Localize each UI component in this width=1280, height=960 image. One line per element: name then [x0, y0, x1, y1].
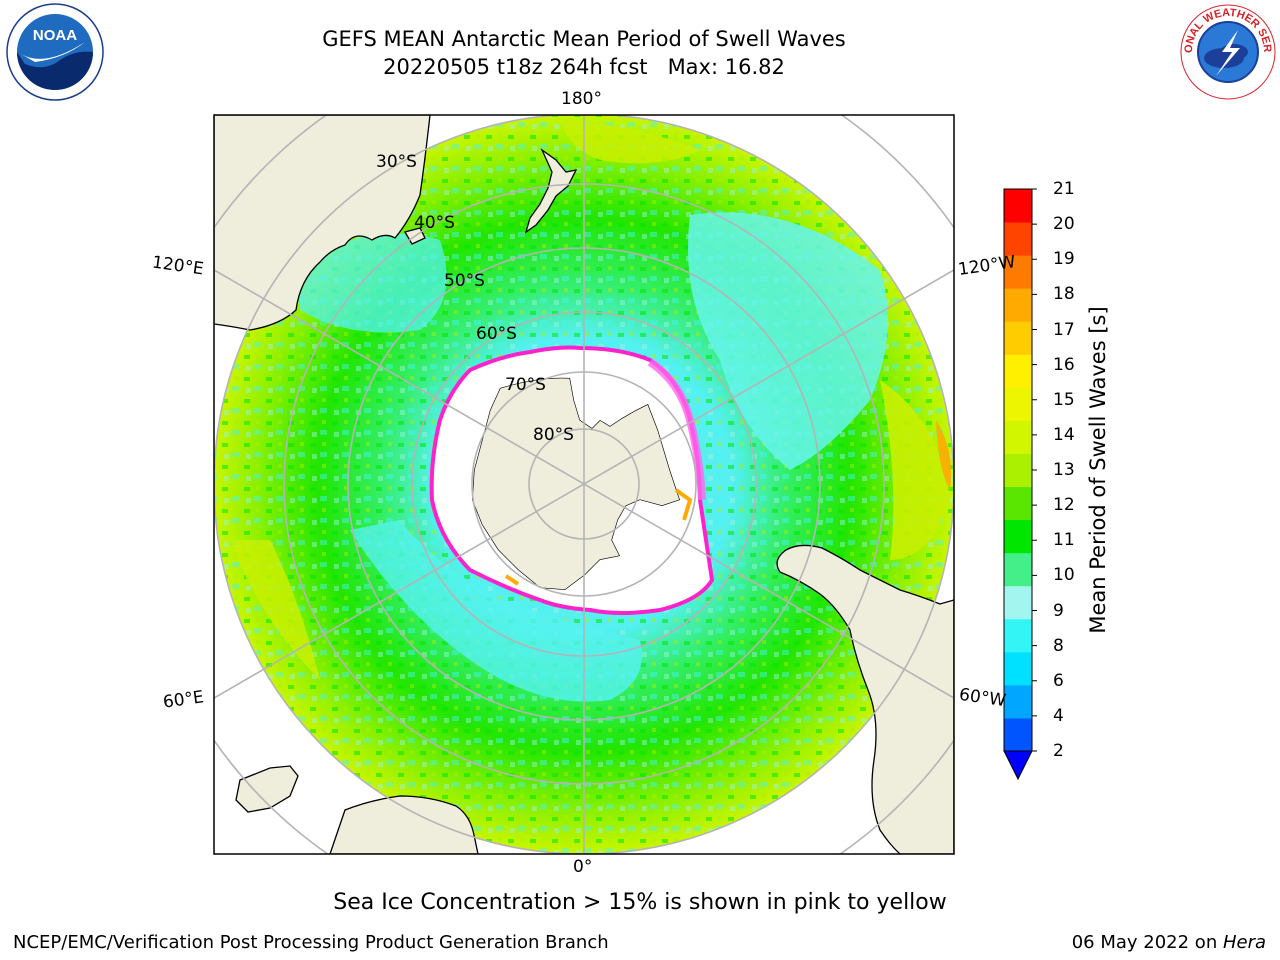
- colorbar-segment: [1004, 651, 1032, 686]
- colorbar-segment: [1004, 684, 1032, 719]
- colorbar-segment: [1004, 717, 1032, 752]
- colorbar-tick-label: 18: [1053, 284, 1075, 305]
- colorbar-segment: [1004, 222, 1032, 256]
- footer-date: 06 May 2022 on Hera: [1072, 932, 1266, 953]
- short-period-region: [688, 212, 888, 470]
- lat-label-60s: 60°S: [476, 324, 517, 344]
- svg-text:NOAA: NOAA: [33, 27, 77, 44]
- colorbar-segment: [1004, 585, 1032, 620]
- colorbar-segment: [1004, 486, 1032, 521]
- colorbar-tick-label: 8: [1053, 635, 1064, 656]
- colorbar-tick-label: 6: [1053, 670, 1064, 691]
- colorbar-segment: [1004, 189, 1032, 223]
- colorbar-tick-label: 11: [1053, 530, 1075, 551]
- colorbar-segment: [1004, 519, 1032, 554]
- colorbar-tick-label: 9: [1053, 600, 1064, 621]
- colorbar-extend-triangle: [1003, 750, 1033, 781]
- footer-date-text: 06 May 2022 on: [1071, 932, 1223, 953]
- southern-africa: [329, 795, 479, 854]
- colorbar-segment: [1004, 255, 1032, 289]
- colorbar-tick-label: 16: [1053, 354, 1075, 375]
- short-period-region: [300, 233, 447, 333]
- lat-label-40s: 40°S: [414, 213, 455, 233]
- sea-ice-edge-thick: [647, 358, 706, 501]
- colorbar-tick-label: 19: [1053, 249, 1075, 270]
- lon-label-180: 180°: [561, 89, 602, 109]
- colorbar-tick-label: 14: [1053, 424, 1075, 445]
- sea-ice-field: [431, 347, 712, 613]
- new-zealand: [524, 148, 578, 234]
- footer-system: Hera: [1222, 932, 1266, 953]
- colorbar-segment: [1004, 354, 1032, 388]
- map-frame: [213, 114, 955, 855]
- lon-label-0: 0°: [573, 857, 593, 877]
- nws-logo-icon: NATIONAL WEATHER SERVICE: [1178, 2, 1276, 100]
- noaa-logo-icon: NOAA: [6, 3, 104, 101]
- colorbar: [1003, 188, 1037, 781]
- colorbar-tick-label: 12: [1053, 495, 1075, 516]
- colorbar-segment: [1004, 618, 1032, 653]
- colorbar-tick-label: 2: [1053, 741, 1064, 761]
- colorbar-tick-label: 13: [1053, 460, 1075, 480]
- sea-ice-edge: [429, 345, 715, 615]
- colorbar-segment: [1004, 387, 1032, 421]
- colorbar-label: Mean Period of Swell Waves [s]: [1086, 306, 1110, 634]
- madagascar: [235, 765, 299, 813]
- long-period-region: [936, 420, 952, 490]
- short-period-region: [350, 520, 642, 702]
- lat-label-50s: 50°S: [444, 271, 485, 291]
- colorbar-tick-label: 21: [1053, 179, 1075, 199]
- colorbar-tick-label: 10: [1053, 565, 1075, 586]
- colorbar-segment: [1004, 453, 1032, 488]
- sea-ice-edge-yellow: [674, 488, 693, 521]
- footer-credit: NCEP/EMC/Verification Post Processing Pr…: [13, 932, 609, 953]
- south-america: [776, 544, 954, 854]
- colorbar-segment: [1004, 321, 1032, 355]
- long-period-region: [880, 380, 950, 560]
- colorbar-segment: [1004, 288, 1032, 322]
- lat-label-80s: 80°S: [533, 425, 574, 445]
- chart-title: GEFS MEAN Antarctic Mean Period of Swell…: [322, 27, 846, 51]
- lat-label-30s: 30°S: [376, 152, 417, 172]
- sea-ice-edge-yellow: [504, 574, 520, 586]
- long-period-region: [560, 120, 700, 164]
- long-period-region: [230, 540, 320, 680]
- colorbar-tick-label: 20: [1053, 214, 1075, 235]
- colorbar-segment: [1004, 420, 1032, 454]
- colorbar-tick-label: 17: [1053, 319, 1075, 340]
- colorbar-segment: [1004, 552, 1032, 587]
- colorbar-tick-label: 4: [1053, 705, 1064, 726]
- colorbar-tick-label: 15: [1053, 389, 1075, 410]
- graticule: [214, 115, 954, 854]
- chart-subtitle: 20220505 t18z 264h fcst Max: 16.82: [383, 55, 785, 79]
- sea-ice-caption: Sea Ice Concentration > 15% is shown in …: [333, 890, 947, 915]
- lat-label-70s: 70°S: [505, 375, 546, 395]
